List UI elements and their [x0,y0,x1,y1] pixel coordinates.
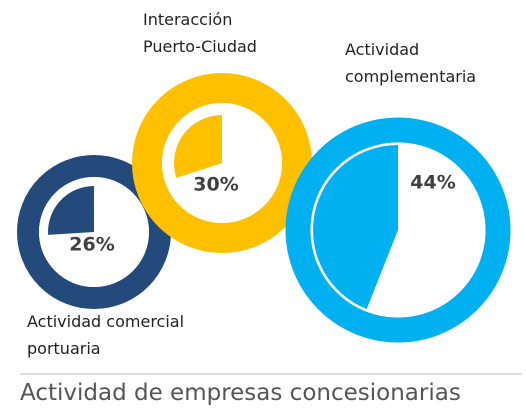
value-label: 30% [193,174,238,196]
ring [132,73,312,253]
category-label: Actividad complementaria [345,40,477,86]
pie-sector [313,145,398,310]
ring [285,117,511,343]
pie-sector [174,115,222,178]
category-label: Interacción Puerto-Ciudad [143,10,257,56]
ring [17,155,171,309]
pie-sector [48,186,94,235]
value-label: 26% [69,234,114,256]
value-label: 44% [410,172,455,194]
chart-title: Actividad de empresas concesionarias [20,380,461,406]
category-label: Actividad comercial portuaria [27,312,185,358]
